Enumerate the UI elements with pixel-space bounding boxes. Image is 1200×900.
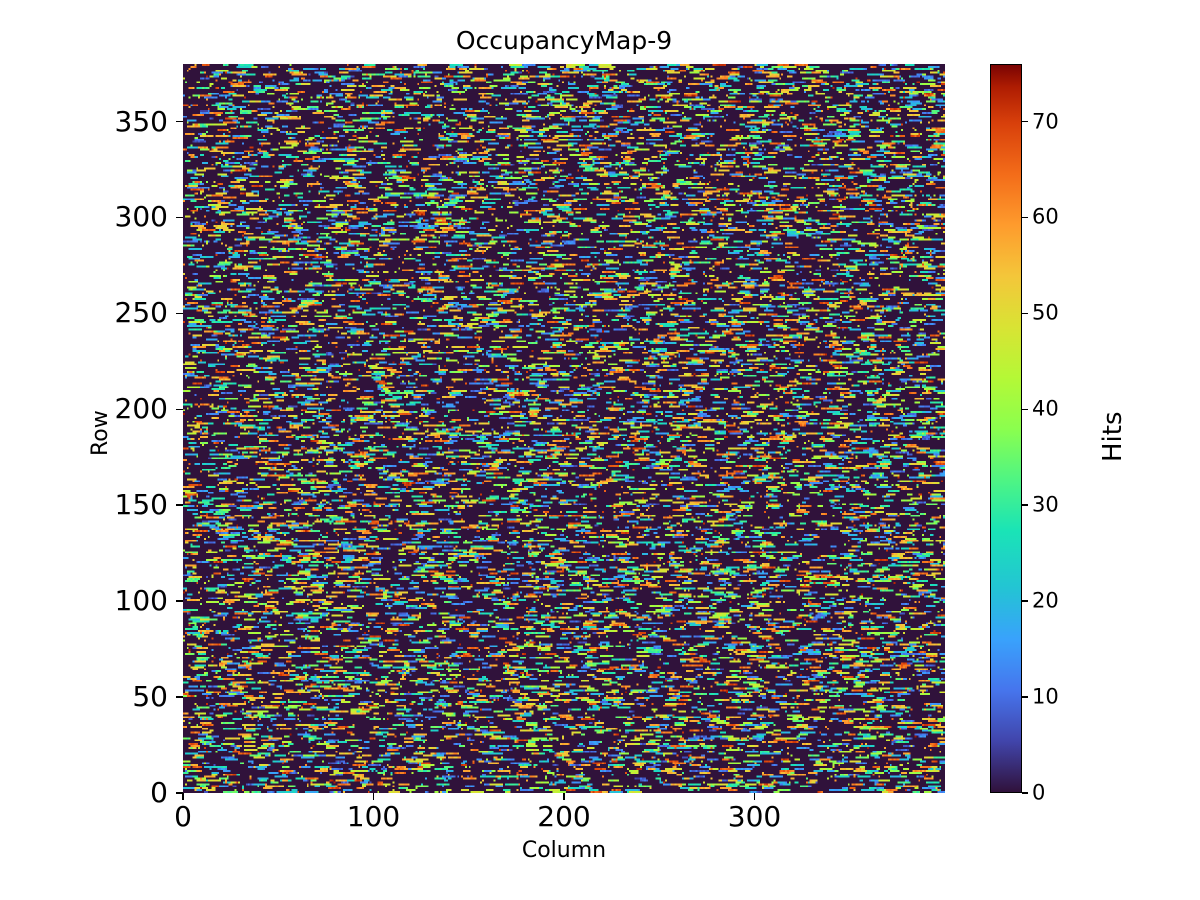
- y-axis-label: Row: [88, 410, 113, 456]
- y-tick-mark: [176, 312, 183, 315]
- colorbar-tick-label: 50: [1032, 300, 1059, 325]
- y-tick-label: 0: [150, 776, 168, 809]
- colorbar: [990, 64, 1022, 793]
- x-axis-label: Column: [521, 838, 607, 863]
- heatmap-plot-area: [183, 64, 945, 793]
- y-tick-mark: [176, 792, 183, 794]
- colorbar-ticks-layer: 0 10 20 30 40 50 60 70: [990, 64, 1110, 803]
- colorbar-tick-label: 40: [1032, 396, 1059, 421]
- x-tick-mark: [753, 793, 756, 800]
- y-tick-mark: [176, 408, 183, 411]
- colorbar-tick-label: 30: [1032, 492, 1059, 517]
- colorbar-tick-mark: [1022, 216, 1028, 219]
- colorbar-tick-mark: [1022, 504, 1028, 507]
- y-tick-mark: [176, 600, 183, 602]
- x-tick-label: 0: [174, 800, 192, 833]
- y-tick-label: 300: [114, 200, 168, 234]
- y-tick-label: 50: [132, 680, 168, 714]
- colorbar-label: Hits: [1098, 411, 1128, 462]
- y-tick-mark: [176, 120, 183, 123]
- heatmap-image: [183, 64, 945, 793]
- colorbar-tick-mark: [1022, 408, 1028, 411]
- x-tick-label: 200: [537, 800, 591, 833]
- x-tick-mark: [563, 793, 565, 800]
- y-tick-label: 150: [114, 488, 168, 522]
- y-tick-mark: [176, 504, 183, 507]
- x-tick-label: 100: [346, 800, 401, 833]
- colorbar-tick-mark: [1022, 312, 1028, 315]
- x-tick-label: 300: [727, 800, 782, 833]
- colorbar-tick-label: 20: [1032, 588, 1059, 613]
- x-tick-mark: [372, 793, 375, 800]
- y-tick-label: 100: [114, 584, 168, 618]
- y-tick-label: 250: [114, 296, 168, 330]
- colorbar-tick-label: 10: [1032, 684, 1059, 709]
- x-tick-mark: [182, 793, 184, 800]
- colorbar-tick-label: 0: [1032, 780, 1046, 805]
- y-tick-mark: [176, 216, 183, 219]
- colorbar-tick-mark: [1022, 600, 1028, 602]
- colorbar-tick-label: 60: [1032, 204, 1059, 229]
- y-tick-label: 350: [114, 104, 168, 138]
- colorbar-gradient: [990, 64, 1022, 793]
- page-title: OccupancyMap-9: [455, 26, 673, 55]
- y-tick-mark: [176, 696, 183, 698]
- y-tick-label: 200: [114, 392, 168, 426]
- colorbar-tick-mark: [1022, 696, 1028, 698]
- colorbar-tick-label: 70: [1032, 109, 1059, 134]
- colorbar-tick-mark: [1022, 792, 1028, 794]
- colorbar-tick-mark: [1022, 120, 1028, 123]
